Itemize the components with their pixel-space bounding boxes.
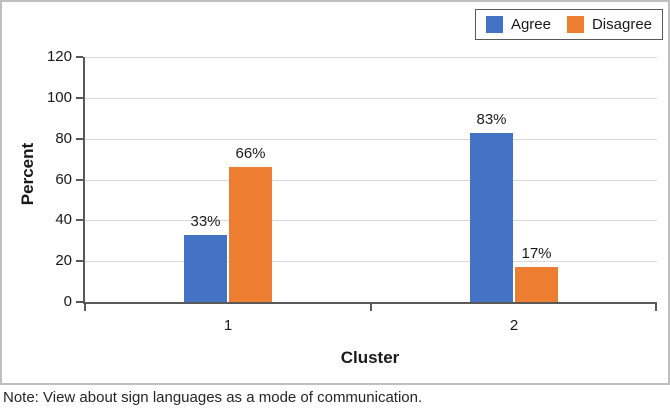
bar-value-label: 33% [190,212,221,230]
bar-value-label: 66% [235,145,266,163]
y-tick-mark [76,178,83,181]
bar-disagree-cluster-2: 17% [515,245,558,302]
gridline [85,138,657,140]
legend-item-disagree: Disagree [566,16,652,33]
bar-agree-cluster-2: 83% [470,111,513,302]
y-tick-label: 120 [46,48,72,65]
y-tick-label: 40 [55,211,72,229]
legend-label-agree: Agree [510,16,551,33]
y-tick-label: 0 [63,293,72,310]
y-tick-label: 100 [46,88,72,106]
y-tick-mark [76,96,83,99]
y-tick-mark [76,219,83,222]
x-tick-mark [655,304,657,311]
gridline [85,97,657,99]
y-tick-mark [76,137,83,140]
gridline [85,179,657,181]
x-tick-mark [370,304,372,311]
y-tick-label: 20 [55,252,72,270]
x-axis-title: Cluster [340,348,400,367]
y-tick-label: 60 [55,170,72,188]
note-caption: Note: View about sign languages as a mod… [3,389,423,406]
x-tick-mark [84,304,86,311]
gridline [85,261,657,263]
y-tick-label: 80 [55,129,72,147]
bar-agree-cluster-1: 33% [184,213,227,302]
x-tick-label: 2 [509,317,519,334]
legend-label-disagree: Disagree [591,16,652,33]
y-tick-mark [76,56,83,58]
disagree-swatch-icon [566,16,584,33]
bar-group-cluster-1: 33% 66% [85,57,371,302]
plot-area: 33% 66% 83% 17% [76,56,657,311]
chart-figure: Agree Disagree Percent 33% 66% 83% 17% Clus… [0,0,670,385]
bar-disagree-cluster-1: 66% [229,145,272,302]
bar-value-label: 17% [521,245,552,263]
bar-group-cluster-2: 83% 17% [371,57,657,302]
legend-item-agree: Agree [485,16,551,33]
legend: Agree Disagree [474,9,663,40]
x-tick-label: 1 [223,317,233,334]
y-tick-mark [76,301,83,303]
agree-swatch-icon [485,16,503,33]
bar-value-label: 83% [476,110,507,128]
y-tick-mark [76,260,83,263]
gridline [85,220,657,222]
gridline [85,57,657,58]
